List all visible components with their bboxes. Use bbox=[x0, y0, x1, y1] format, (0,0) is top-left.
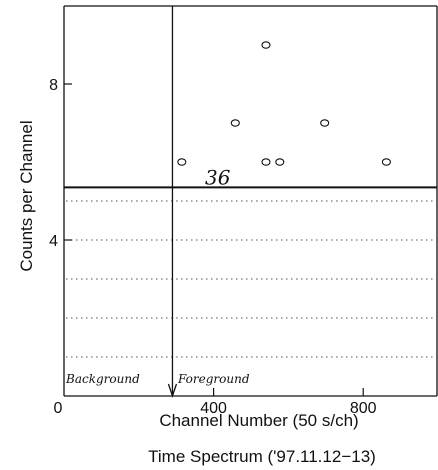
threshold: 36 bbox=[64, 165, 437, 189]
divider bbox=[167, 6, 178, 399]
data-point bbox=[177, 158, 187, 166]
y-tick-label: 4 bbox=[49, 233, 58, 250]
y-axis-title: Counts per Channel bbox=[17, 120, 36, 271]
x-origin-label: 0 bbox=[54, 400, 63, 417]
data-point bbox=[261, 158, 271, 166]
data-point bbox=[230, 119, 240, 127]
region-label-foreground: Foreground bbox=[177, 372, 250, 386]
data-point bbox=[275, 158, 285, 166]
divider-arrow-head bbox=[167, 383, 178, 399]
data-point bbox=[261, 41, 271, 49]
threshold-label: 36 bbox=[205, 165, 231, 189]
x-tick-label: 800 bbox=[350, 400, 377, 417]
axis-ticks: 4 8 400 800 bbox=[49, 77, 377, 417]
region-label-background: Background bbox=[65, 372, 140, 386]
dotted-levels bbox=[66, 200, 436, 358]
y-tick-label: 8 bbox=[49, 77, 58, 94]
chart-caption: Time Spectrum ('97.11.12−13) bbox=[148, 447, 376, 466]
data-point bbox=[320, 119, 330, 127]
data-point bbox=[381, 158, 391, 166]
x-axis-title: Channel Number (50 s/ch) bbox=[159, 411, 358, 430]
x-tick-label: 400 bbox=[200, 400, 227, 417]
data-points bbox=[177, 41, 391, 166]
